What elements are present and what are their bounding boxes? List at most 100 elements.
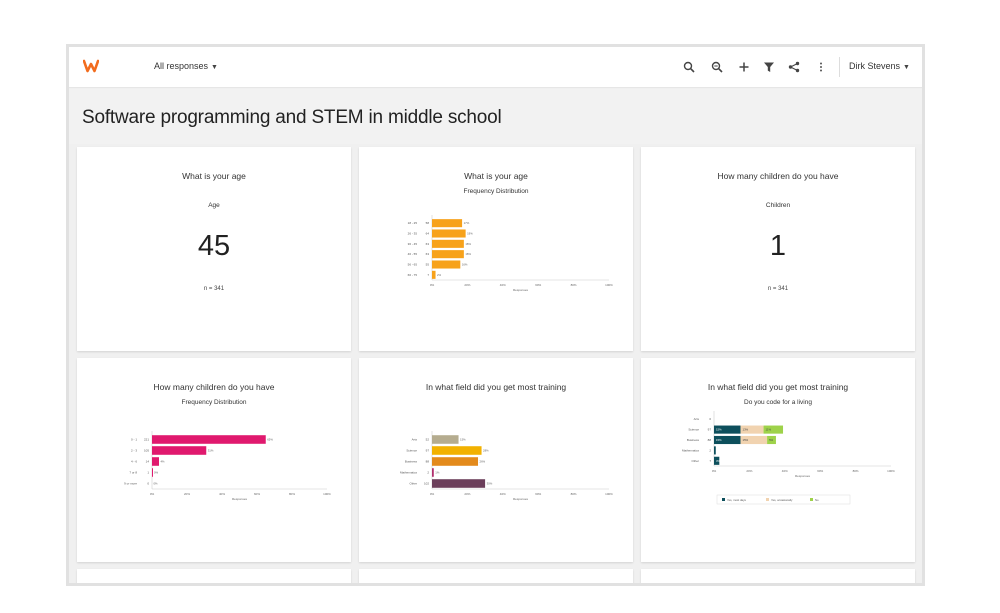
- legend-label: Yes, occasionally: [771, 498, 793, 502]
- dashboard-window: All responses ▼ Dirk Stevens ▼ Software pr…: [66, 44, 925, 586]
- card-subtitle: Do you code for a living: [744, 399, 812, 406]
- chevron-down-icon: ▼: [211, 64, 218, 71]
- card-row3-1[interactable]: [77, 569, 351, 583]
- bar-value-label: 18%: [465, 252, 471, 256]
- x-tick-label: 20%: [184, 492, 190, 496]
- bar-value-label: 4%: [161, 460, 166, 464]
- x-tick-label: 80%: [571, 283, 577, 287]
- category-label: 66 - 75: [408, 273, 418, 277]
- responses-dropdown[interactable]: All responses ▼: [154, 61, 218, 71]
- card-age-chart[interactable]: What is your age Frequency Distribution …: [359, 147, 633, 351]
- category-count: 0: [147, 482, 149, 486]
- segment-value-label: 15%: [716, 438, 722, 442]
- card-title: How many children do you have: [717, 171, 839, 181]
- x-tick-label: 80%: [289, 492, 295, 496]
- responses-dropdown-label: All responses: [154, 61, 209, 71]
- card-row3-2[interactable]: [359, 569, 633, 583]
- legend-swatch: [810, 498, 813, 501]
- category-count: 97: [708, 428, 712, 432]
- x-tick-label: 60%: [535, 492, 541, 496]
- search-icon[interactable]: [681, 59, 697, 75]
- filter-icon[interactable]: [761, 59, 777, 75]
- card-title: What is your age: [464, 171, 528, 181]
- category-count: 97: [426, 449, 430, 453]
- stacked-bar-segment: [740, 435, 768, 445]
- bar: [432, 250, 464, 259]
- x-tick-label: 80%: [853, 469, 859, 473]
- category-label: 7 or 8: [129, 471, 137, 475]
- bar: [432, 468, 434, 477]
- x-tick-label: 60%: [817, 469, 823, 473]
- category-label: 36 - 45: [408, 242, 418, 246]
- bar-value-label: 16%: [462, 263, 468, 267]
- bar: [432, 479, 486, 488]
- x-tick-label: 80%: [571, 492, 577, 496]
- category-count: 55: [426, 263, 430, 267]
- category-count: 7: [427, 273, 429, 277]
- category-count: 7: [709, 459, 711, 463]
- category-label: Mathematics: [400, 471, 418, 475]
- toolbar-divider: [839, 57, 840, 77]
- card-age-value[interactable]: What is your age Age 45 n = 341: [77, 147, 351, 351]
- training-code-stacked-chart: 0% 20% 40% 60% 80% 100% Responses Arts 0 Science 9…: [682, 411, 895, 505]
- bar-value-label: 1%: [435, 471, 440, 475]
- card-subtitle: Frequency Distribution: [181, 399, 247, 406]
- category-count: 2: [427, 471, 429, 475]
- x-tick-label: 40%: [500, 492, 506, 496]
- big-number: 1: [769, 230, 787, 262]
- value-label: Children: [765, 202, 791, 209]
- category-count: 88: [426, 460, 430, 464]
- category-count: 2: [709, 448, 711, 452]
- x-tick-label: 40%: [219, 492, 225, 496]
- share-icon[interactable]: [786, 59, 802, 75]
- bar: [152, 435, 266, 444]
- card-row3-3[interactable]: [641, 569, 915, 583]
- bar: [432, 446, 482, 455]
- stacked-bar-segment: [714, 446, 716, 455]
- category-label: Science: [688, 428, 699, 432]
- x-axis-title: Responses: [795, 474, 811, 478]
- bar: [432, 457, 479, 466]
- x-tick-label: 0%: [430, 492, 435, 496]
- x-tick-label: 0%: [712, 469, 717, 473]
- category-count: 64: [426, 232, 430, 236]
- x-tick-label: 20%: [464, 283, 470, 287]
- x-axis-title: Responses: [513, 288, 529, 292]
- zoom-out-icon[interactable]: [709, 59, 725, 75]
- user-menu[interactable]: Dirk Stevens ▼: [849, 61, 910, 71]
- value-label: Age: [208, 202, 220, 209]
- x-axis-title: Responses: [232, 497, 248, 501]
- category-count: 88: [708, 438, 712, 442]
- card-title: How many children do you have: [153, 382, 275, 392]
- card-children-chart[interactable]: How many children do you have Frequency …: [77, 358, 351, 562]
- category-count: 102: [424, 482, 429, 486]
- age-bar-chart: 0% 20% 40% 60% 80% 100% Responses 18 - 25 58 17% 2…: [408, 215, 613, 292]
- bar: [432, 270, 436, 279]
- card-training-code-chart[interactable]: In what field did you get most training …: [641, 358, 915, 562]
- brand-logo-icon[interactable]: [83, 59, 99, 73]
- bar: [432, 239, 464, 248]
- segment-value-label: 15%: [716, 428, 722, 432]
- bar-value-label: 0%: [154, 482, 159, 486]
- category-label: Arts: [694, 417, 700, 421]
- card-training-chart[interactable]: In what field did you get most training …: [359, 358, 633, 562]
- bar-value-label: 30%: [487, 482, 493, 486]
- category-count: 63: [426, 252, 430, 256]
- stacked-bar-segment: [740, 425, 764, 434]
- bar: [432, 435, 459, 444]
- category-label: 0 - 1: [131, 438, 137, 442]
- segment-value-label: 15%: [743, 438, 749, 442]
- training-bar-chart: 0% 20% 40% 60% 80% 100% Responses Arts 52 15% Scie…: [400, 431, 613, 501]
- card-children-value[interactable]: How many children do you have Children 1…: [641, 147, 915, 351]
- legend-label: No: [815, 498, 819, 502]
- category-label: Business: [687, 438, 700, 442]
- card-title: What is your age: [182, 171, 246, 181]
- segment-value-label: 13%: [743, 428, 749, 432]
- stacked-bar-segment: [714, 435, 741, 445]
- bar-value-label: 31%: [208, 449, 214, 453]
- more-vert-icon[interactable]: [813, 59, 829, 75]
- category-label: Business: [405, 460, 418, 464]
- card-subtitle: Frequency Distribution: [463, 188, 529, 195]
- add-icon[interactable]: [736, 59, 752, 75]
- bar-value-label: 2%: [437, 273, 442, 277]
